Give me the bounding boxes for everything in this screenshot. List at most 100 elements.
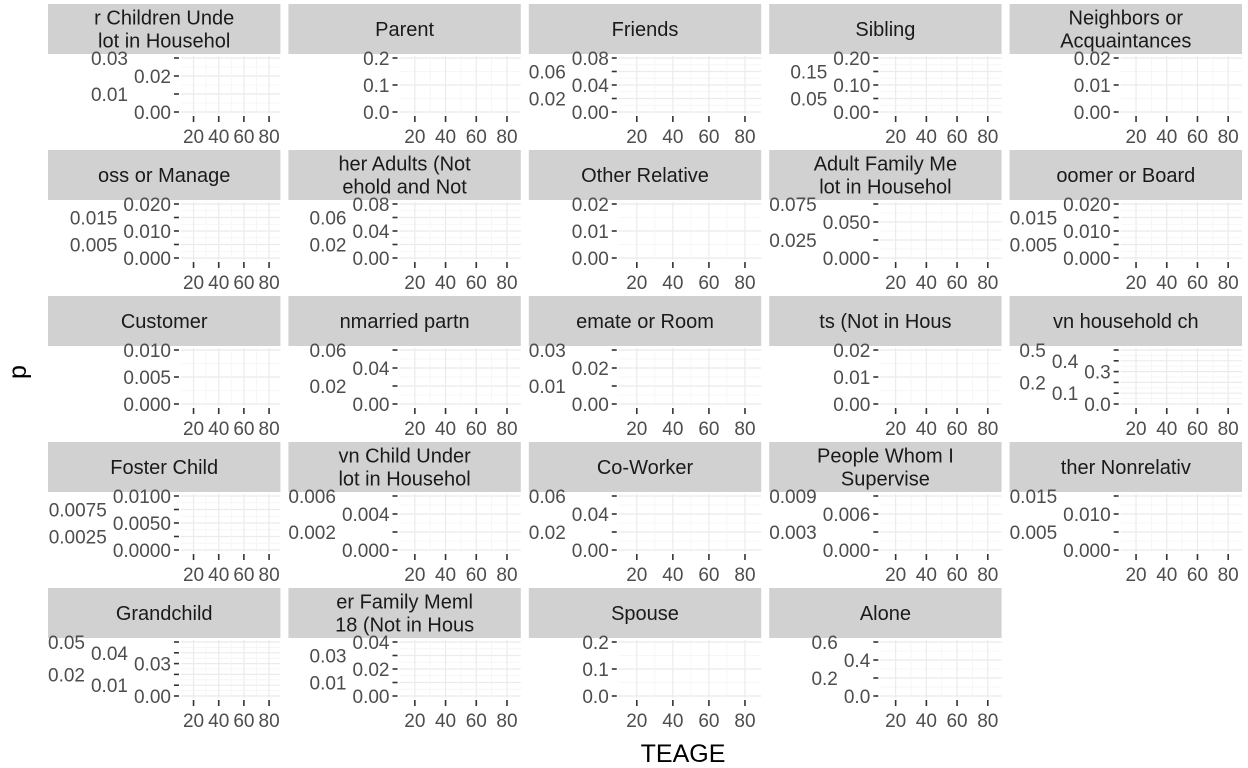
facet-strip-label: nmarried partn	[340, 311, 470, 333]
y-tick-label: 0.01	[833, 368, 870, 389]
y-tick-label: 0.02	[572, 359, 609, 380]
x-tick-label: 80	[496, 127, 517, 148]
x-tick-label: 60	[233, 273, 254, 294]
y-tick-label: 0.000	[823, 249, 871, 270]
y-tick-label: 0.02	[572, 195, 609, 216]
x-tick-label: 80	[259, 711, 280, 732]
y-tick-label: 0.1	[363, 76, 389, 97]
x-tick-label: 20	[626, 419, 647, 440]
y-tick-label: 0.08	[572, 49, 609, 70]
facet-strip-label: Customer	[121, 311, 208, 333]
facet-strip-label: Alone	[860, 603, 911, 625]
x-tick-label: 20	[1125, 419, 1146, 440]
facet-strip	[288, 150, 521, 200]
x-tick-label: 40	[435, 565, 456, 586]
x-tick-label: 20	[183, 419, 204, 440]
x-tick-label: 60	[946, 419, 967, 440]
y-tick-label: 0.020	[123, 195, 171, 216]
facet-strip	[769, 150, 1002, 200]
x-tick-label: 40	[208, 419, 229, 440]
x-tick-label: 60	[233, 419, 254, 440]
x-tick-label: 60	[946, 565, 967, 586]
y-tick-label: 0.020	[1063, 195, 1111, 216]
y-tick-label: 0.003	[769, 523, 817, 544]
facet-panel: Alone 20 40 60 80 0.0 0.2 0.4 0.6	[769, 588, 1002, 732]
y-tick-label: 0.015	[70, 209, 118, 230]
x-tick-label: 20	[626, 565, 647, 586]
x-tick-label: 40	[1156, 419, 1177, 440]
y-tick-label: 0.00	[1074, 103, 1111, 124]
y-tick-label: 0.010	[1063, 505, 1111, 526]
x-tick-label: 60	[233, 565, 254, 586]
x-tick-label: 60	[466, 565, 487, 586]
y-tick-label: 0.06	[529, 487, 566, 508]
y-tick-label: 0.00	[134, 103, 171, 124]
y-tick-label: 0.4	[1052, 352, 1079, 373]
y-axis-title: p	[4, 365, 32, 379]
facet-strip	[1009, 442, 1242, 492]
facet-strip-label: Supervise	[841, 469, 930, 491]
y-tick-label: 0.075	[769, 195, 817, 216]
facet-strip	[1009, 296, 1242, 346]
facet-strip-label: ts (Not in Hous	[819, 311, 951, 333]
x-tick-label: 40	[916, 711, 937, 732]
facet-strip-label: er Family Meml	[336, 592, 473, 614]
x-tick-label: 20	[626, 127, 647, 148]
x-tick-label: 20	[1125, 127, 1146, 148]
x-tick-label: 60	[466, 711, 487, 732]
facet-strip-label: lot in Househol	[819, 177, 951, 199]
x-tick-label: 20	[404, 127, 425, 148]
y-tick-label: 0.4	[844, 651, 871, 672]
y-tick-label: 0.0000	[113, 541, 171, 562]
facet-strip	[48, 588, 281, 638]
y-tick-label: 0.01	[1074, 76, 1111, 97]
y-tick-label: 0.015	[1010, 209, 1058, 230]
facet-strip-label: r Children Unde	[94, 8, 234, 30]
x-tick-label: 60	[698, 273, 719, 294]
y-tick-label: 0.005	[1010, 523, 1058, 544]
y-tick-label: 0.1	[1052, 384, 1078, 405]
x-tick-label: 40	[662, 127, 683, 148]
x-tick-label: 20	[885, 273, 906, 294]
facet-panel: emate or Room 20 40 60 80 0.00 0.01 0.02 0.03	[528, 296, 762, 440]
y-tick-label: 0.02	[833, 341, 870, 362]
y-tick-label: 0.005	[123, 368, 171, 389]
y-tick-label: 0.005	[70, 236, 118, 257]
facet-strip-label: her Adults (Not	[338, 154, 471, 176]
x-tick-label: 40	[662, 711, 683, 732]
x-tick-label: 40	[662, 419, 683, 440]
y-tick-label: 0.15	[790, 63, 827, 84]
x-tick-label: 80	[1218, 273, 1239, 294]
y-tick-label: 0.006	[288, 487, 336, 508]
y-tick-label: 0.04	[353, 359, 390, 380]
x-tick-label: 20	[885, 419, 906, 440]
facet-strip	[528, 296, 762, 346]
y-tick-label: 0.01	[310, 674, 347, 695]
x-tick-label: 20	[183, 711, 204, 732]
y-tick-label: 0.009	[769, 487, 817, 508]
facet-strip-label: lot in Househol	[338, 469, 470, 491]
x-tick-label: 20	[183, 565, 204, 586]
y-tick-label: 0.010	[1063, 222, 1111, 243]
y-tick-label: 0.000	[823, 541, 871, 562]
x-tick-label: 80	[977, 419, 998, 440]
x-tick-label: 20	[183, 273, 204, 294]
facet-panel: Friends 20 40 60 80 0.00 0.02 0.04 0.06 0.08	[528, 4, 762, 148]
y-tick-label: 0.00	[353, 249, 390, 270]
facet-strip-label: Sibling	[855, 19, 915, 41]
x-tick-label: 80	[977, 565, 998, 586]
x-tick-label: 80	[259, 565, 280, 586]
facet-strip-label: vn Child Under	[338, 446, 471, 468]
y-tick-label: 0.04	[353, 633, 390, 654]
facet-strip	[48, 296, 281, 346]
facet-strip-label: Foster Child	[110, 457, 218, 479]
facet-strip-label: Acquaintances	[1060, 31, 1191, 53]
facet-strip	[528, 150, 762, 200]
x-tick-label: 20	[885, 565, 906, 586]
facet-panel: Grandchild 20 40 60 80 0.00 0.01 0.02 0.03 0.04 0.…	[48, 588, 281, 732]
facet-strip	[769, 442, 1002, 492]
x-tick-label: 60	[466, 419, 487, 440]
y-tick-label: 0.01	[529, 377, 566, 398]
